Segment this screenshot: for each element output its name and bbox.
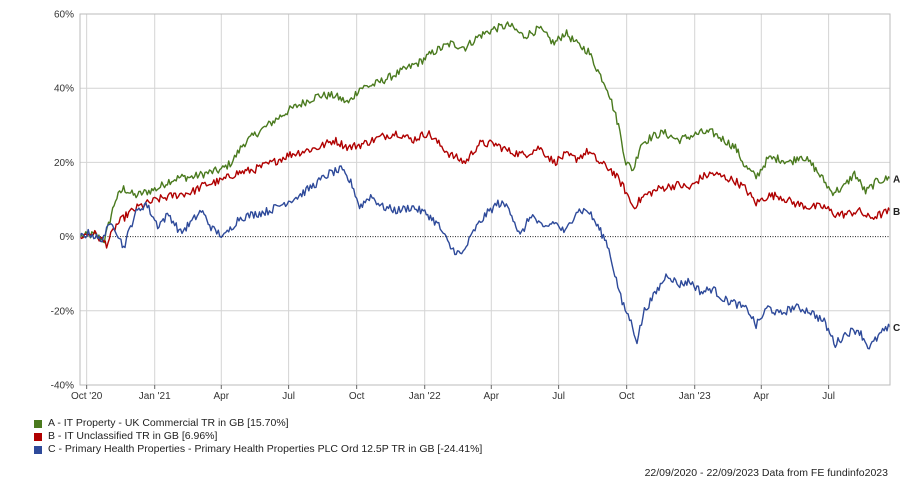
x-tick-label: Oct [349, 391, 365, 402]
line-chart: 60% 40% 20% 0% -20% -40% Oct '20 Jan '21 Apr Jul… [51, 10, 900, 403]
date-range-source: 22/09/2020 - 22/09/2023 Data from FE fun… [644, 467, 888, 479]
legend: A - IT Property - UK Commercial TR in GB… [34, 417, 482, 456]
series-line-a [79, 21, 891, 244]
x-tick-label: Jul [282, 391, 295, 402]
legend-swatch-b [34, 432, 42, 441]
legend-swatch-a [34, 419, 42, 428]
y-tick-label: 20% [54, 158, 74, 169]
x-tick-label: Apr [214, 391, 230, 402]
x-tick-label: Jan '21 [139, 391, 171, 402]
x-tick-label: Oct [619, 391, 635, 402]
legend-item-a: A - IT Property - UK Commercial TR in GB… [34, 417, 482, 430]
y-tick-label: -20% [51, 306, 74, 317]
y-axis-ticks: 60% 40% 20% 0% -20% -40% [51, 10, 74, 392]
legend-label-b: B - IT Unclassified TR in GB [6.96%] [48, 430, 218, 442]
x-tick-label: Oct '20 [71, 391, 103, 402]
series-layer [79, 21, 891, 350]
y-tick-label: 60% [54, 10, 74, 21]
x-tick-label: Jan '23 [679, 391, 711, 402]
legend-item-c: C - Primary Health Properties - Primary … [34, 443, 482, 456]
y-tick-label: 40% [54, 84, 74, 95]
legend-label-c: C - Primary Health Properties - Primary … [48, 443, 483, 455]
series-end-labels: A B C [893, 174, 900, 334]
x-tick-label: Apr [484, 391, 500, 402]
legend-swatch-c [34, 445, 42, 454]
series-line-b [79, 130, 891, 249]
legend-item-b: B - IT Unclassified TR in GB [6.96%] [34, 430, 482, 443]
series-end-label-c: C [893, 323, 900, 334]
x-tick-label: Jul [552, 391, 565, 402]
y-tick-label: 0% [60, 232, 75, 243]
gridlines [80, 13, 890, 386]
plot-border [79, 13, 891, 386]
series-line-c [79, 165, 891, 350]
x-axis-ticks: Oct '20 Jan '21 Apr Jul Oct Jan '22 Apr Jul Oct J… [71, 385, 835, 402]
x-tick-label: Jul [822, 391, 835, 402]
x-tick-label: Apr [754, 391, 770, 402]
plot-frame [79, 13, 891, 386]
x-tick-label: Jan '22 [409, 391, 441, 402]
y-tick-label: -40% [51, 381, 74, 392]
legend-label-a: A - IT Property - UK Commercial TR in GB… [48, 417, 289, 429]
series-end-label-b: B [893, 207, 900, 218]
series-end-label-a: A [893, 174, 900, 185]
